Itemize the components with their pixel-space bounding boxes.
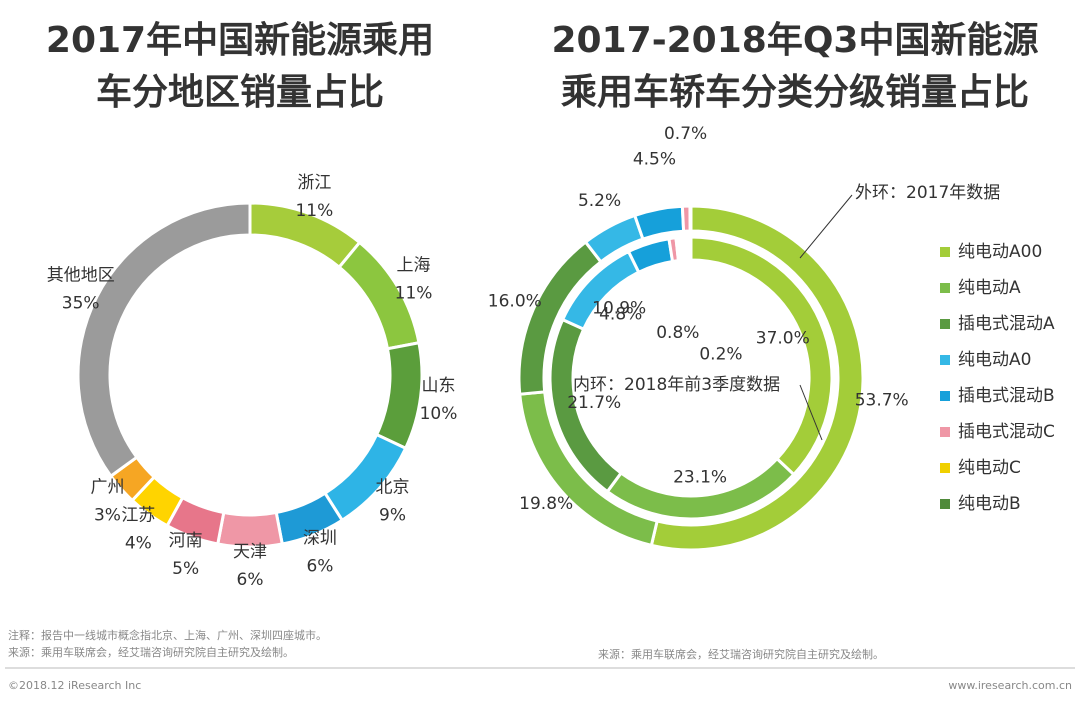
value-label: 35% xyxy=(62,294,100,314)
category-label: 其他地区 xyxy=(47,266,115,286)
legend-swatch xyxy=(940,391,950,401)
category-label: 河南 xyxy=(169,531,203,551)
legend-swatch xyxy=(940,247,950,257)
legend-label: 纯电动A xyxy=(958,278,1021,298)
legend-swatch xyxy=(940,319,950,329)
value-label: 4.8% xyxy=(599,305,642,325)
legend-swatch xyxy=(940,463,950,473)
chart-title: 车分地区销量占比 xyxy=(96,72,384,113)
value-label: 0.8% xyxy=(656,323,699,343)
annotation: 内环：2018年前3季度数据 xyxy=(573,375,780,395)
value-label: 11% xyxy=(295,201,333,221)
category-label: 天津 xyxy=(233,542,267,562)
category-label: 浙江 xyxy=(297,173,331,193)
value-label: 11% xyxy=(395,283,433,303)
legend-swatch xyxy=(940,427,950,437)
legend-label: 插电式混动C xyxy=(958,422,1055,442)
legend-swatch xyxy=(940,283,950,293)
value-label: 4% xyxy=(125,534,152,554)
category-label: 江苏 xyxy=(121,506,155,526)
source: 来源：乘用车联席会，经艾瑞咨询研究院自主研究及绘制。 xyxy=(598,647,884,661)
legend-swatch xyxy=(940,355,950,365)
annotation: 外环：2017年数据 xyxy=(855,183,1000,203)
legend-label: 纯电动A00 xyxy=(958,242,1042,262)
value-label: 6% xyxy=(306,557,333,577)
value-label: 6% xyxy=(237,570,264,590)
website: www.iresearch.com.cn xyxy=(948,679,1072,692)
value-label: 3% xyxy=(94,506,121,526)
value-label: 0.7% xyxy=(664,124,707,144)
value-label: 9% xyxy=(379,506,406,526)
category-label: 山东 xyxy=(422,376,456,396)
copyright: ©2018.12 iResearch Inc xyxy=(8,679,141,692)
value-label: 16.0% xyxy=(488,292,542,312)
donut-segment xyxy=(76,201,252,479)
ring-segment xyxy=(674,235,682,263)
footnote: 注释：报告中一线城市概念指北京、上海、广州、深圳四座城市。 xyxy=(8,628,327,642)
ring-segment xyxy=(626,237,675,275)
annotation-line xyxy=(799,194,853,259)
category-label: 上海 xyxy=(397,255,431,275)
legend-label: 纯电动A0 xyxy=(958,350,1031,370)
value-label: 5% xyxy=(172,559,199,579)
value-label: 0.2% xyxy=(699,345,742,365)
value-label: 4.5% xyxy=(633,150,676,170)
category-label: 北京 xyxy=(376,478,410,498)
ring-segment xyxy=(632,204,686,241)
chart-title: 乘用车轿车分类分级销量占比 xyxy=(561,72,1029,113)
legend-label: 插电式混动B xyxy=(958,386,1055,406)
value-label: 10.9% xyxy=(592,298,646,318)
value-label: 19.8% xyxy=(519,494,573,514)
legend-label: 纯电动B xyxy=(958,494,1021,514)
category-label: 深圳 xyxy=(303,529,337,549)
legend-label: 纯电动C xyxy=(958,458,1021,478)
chart-title: 2017-2018年Q3中国新能源 xyxy=(552,20,1039,61)
donut-segment xyxy=(374,341,424,451)
value-label: 10% xyxy=(420,404,458,424)
legend-swatch xyxy=(940,499,950,509)
value-label: 53.7% xyxy=(855,390,909,410)
value-label: 5.2% xyxy=(578,191,621,211)
ring-segment xyxy=(680,204,692,233)
value-label: 37.0% xyxy=(756,328,810,348)
value-label: 23.1% xyxy=(673,468,727,488)
chart-title: 2017年中国新能源乘用 xyxy=(46,20,434,61)
value-label: 21.7% xyxy=(567,393,621,413)
legend-label: 插电式混动A xyxy=(958,314,1055,334)
annotation-line xyxy=(799,384,823,441)
source: 来源：乘用车联席会，经艾瑞咨询研究院自主研究及绘制。 xyxy=(8,645,294,659)
category-label: 广州 xyxy=(90,478,124,498)
